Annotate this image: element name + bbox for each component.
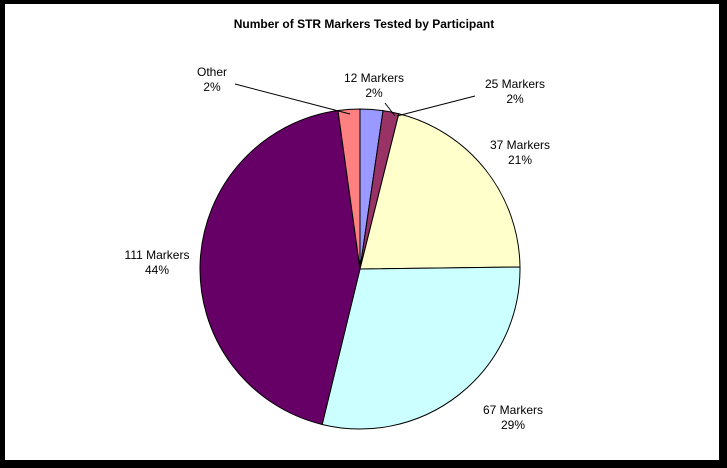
slice-111-markers [199, 109, 361, 426]
leader-line-12-markers [384, 102, 396, 117]
slice-label-other: Other [197, 65, 227, 79]
pie-slices [199, 108, 521, 430]
slice-percent-other: 2% [203, 80, 221, 94]
chart-title: Number of STR Markers Tested by Particip… [234, 17, 495, 31]
slice-percent-12-markers: 2% [365, 86, 383, 100]
pie-chart: Number of STR Markers Tested by Particip… [125, 17, 550, 432]
slice-percent-67-markers: 29% [501, 418, 525, 432]
slice-label-67-markers: 67 Markers [483, 403, 543, 417]
slice-percent-25-markers: 2% [506, 92, 524, 106]
slice-label-111-markers: 111 Markers [125, 248, 190, 262]
slice-37-markers [359, 113, 521, 270]
slice-label-12-markers: 12 Markers [344, 71, 404, 85]
leader-line-other [234, 83, 351, 115]
chart-frame: Number of STR Markers Tested by Particip… [4, 3, 720, 461]
slice-percent-37-markers: 21% [508, 153, 532, 167]
slice-label-25-markers: 25 Markers [485, 77, 545, 91]
leader-lines [234, 83, 476, 117]
slice-label-37-markers: 37 Markers [490, 138, 550, 152]
slice-67-markers [321, 266, 521, 430]
slice-percent-111-markers: 44% [145, 263, 169, 277]
leader-line-25-markers [396, 95, 476, 117]
